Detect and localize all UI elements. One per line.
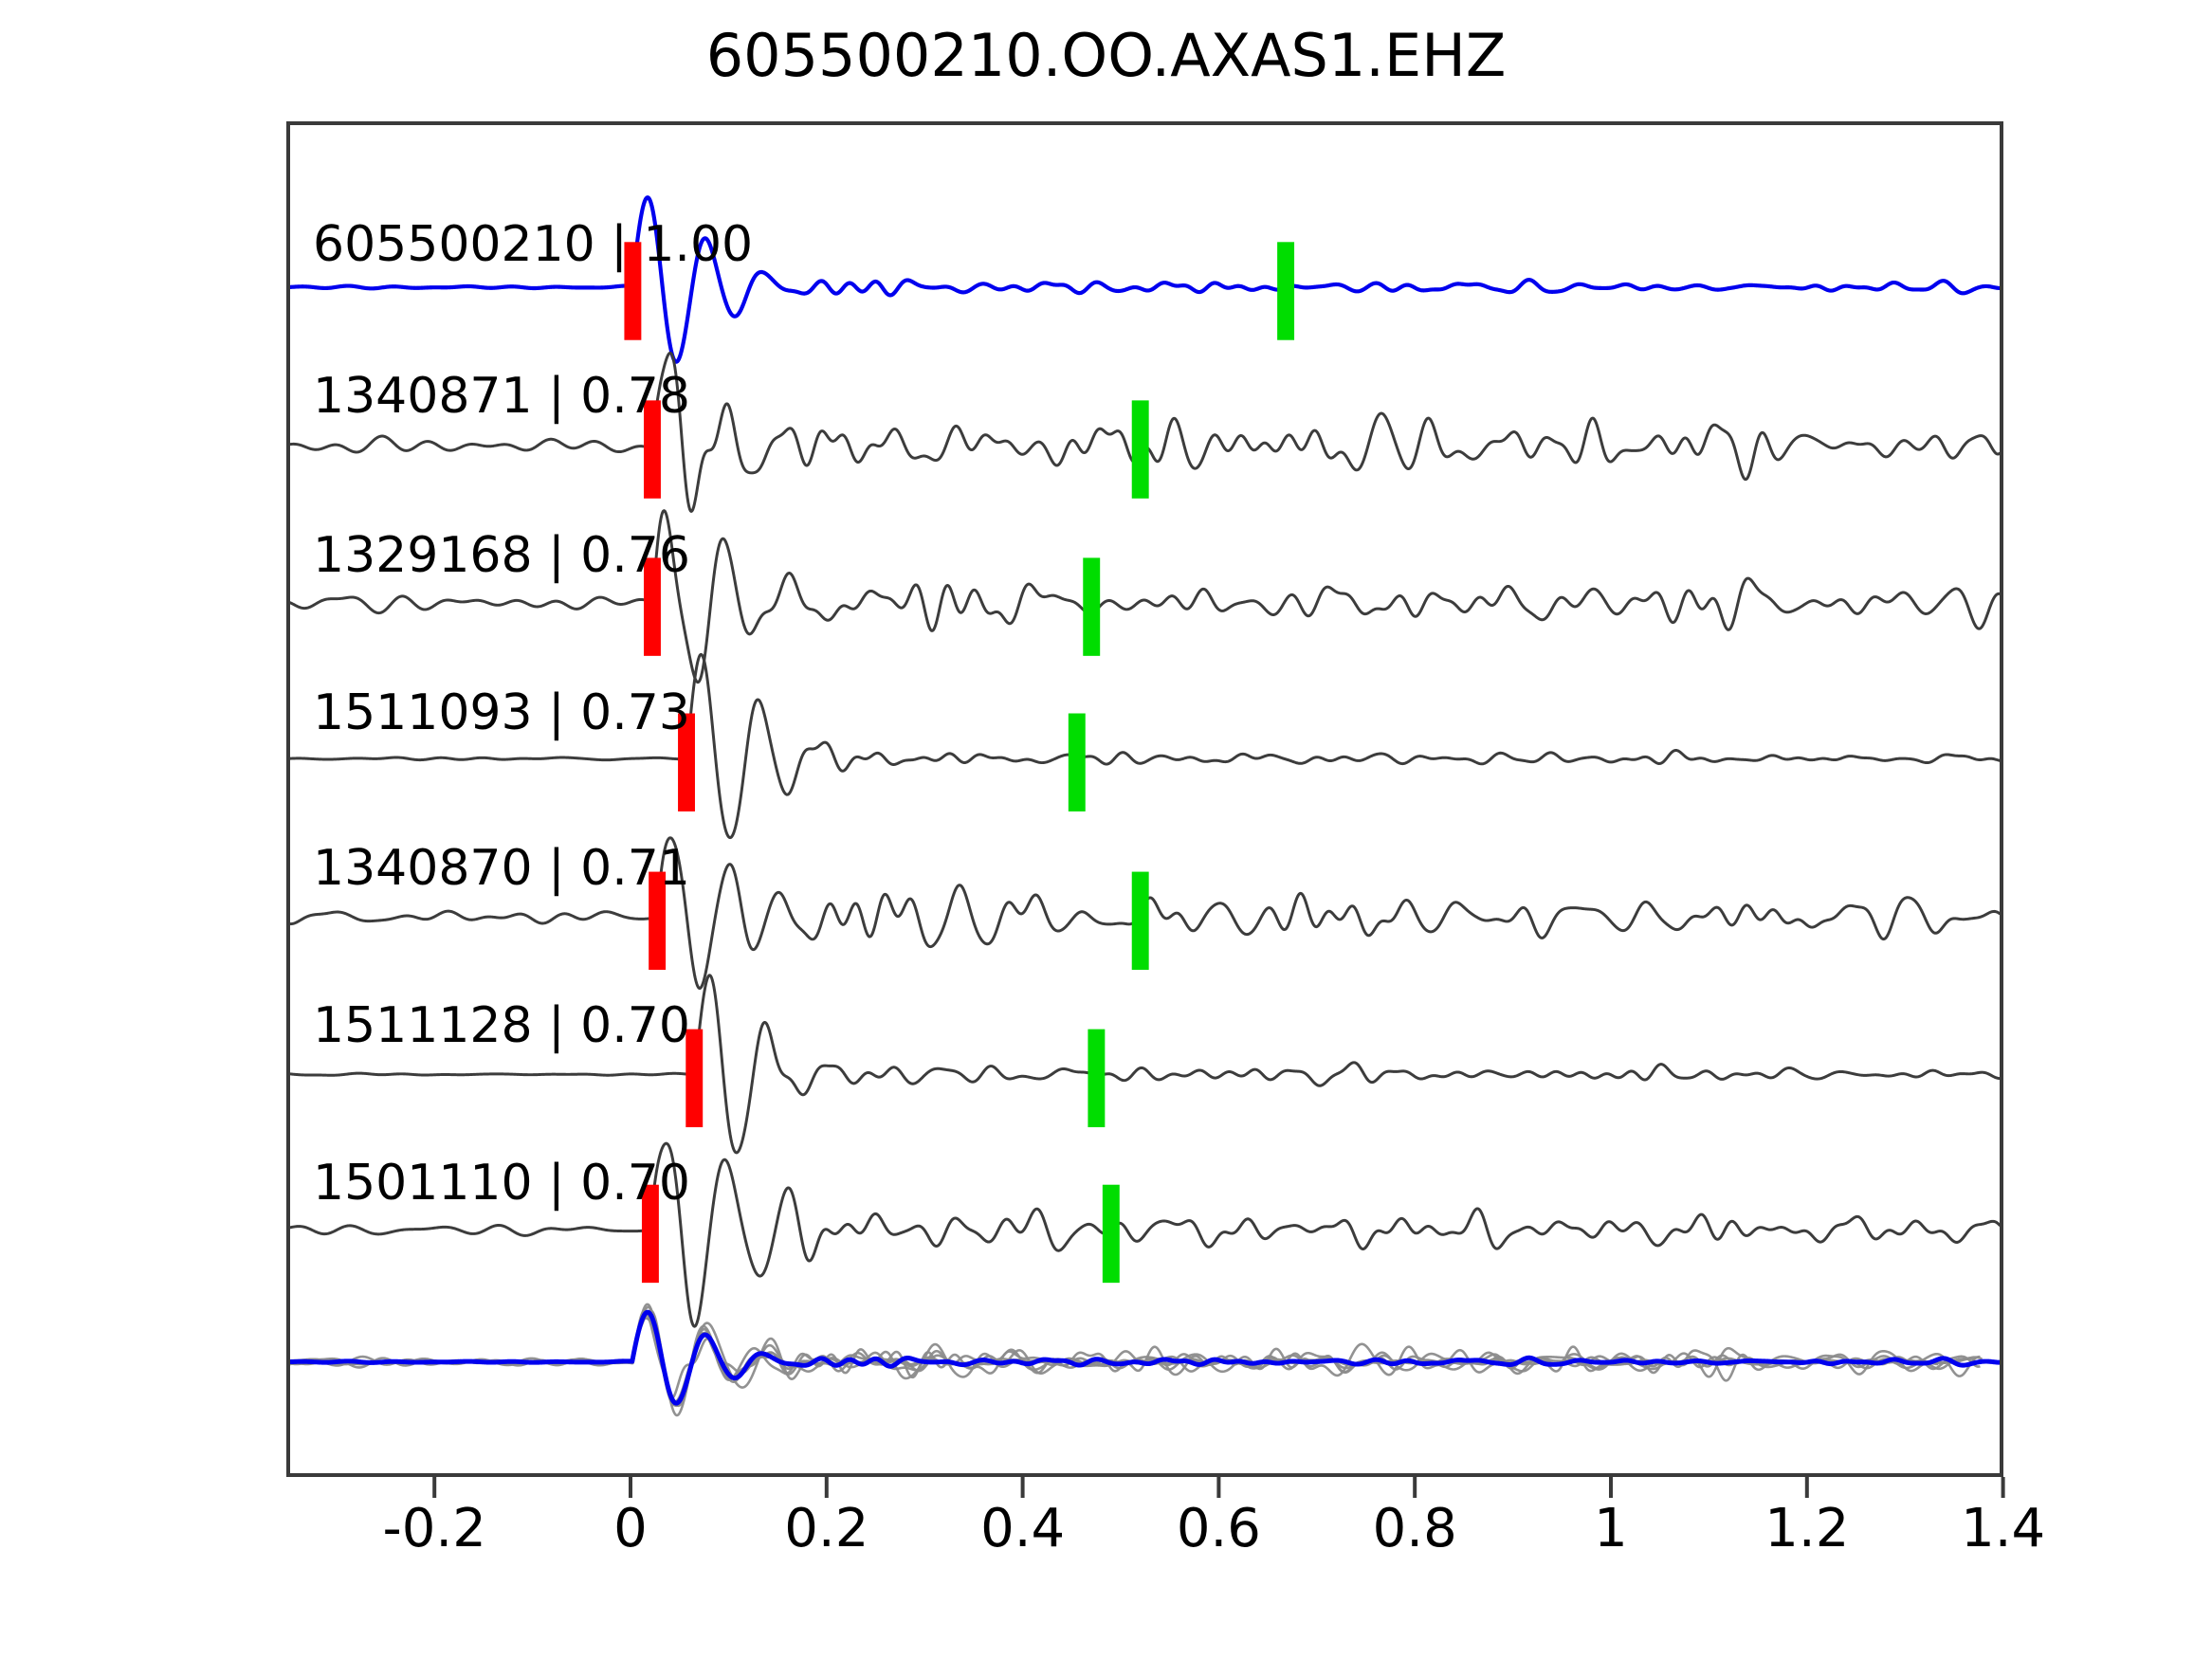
x-tick-label: 0.2 [784,1498,869,1559]
x-tick-label: 0.4 [980,1498,1066,1559]
trace-label-1511093: 1511093 | 0.73 [313,684,690,741]
pick-marker-primary-1329168 [644,557,661,656]
pick-marker-secondary-1340870 [1131,871,1149,970]
waveform-trace-1329168 [290,509,2000,684]
waveform-trace-1511093 [290,652,2000,840]
waveform-trace-1511128 [290,974,2000,1155]
stack-template-trace [290,1309,2000,1406]
trace-label-1329168: 1329168 | 0.76 [313,527,690,584]
plot-area [286,121,2003,1477]
stack-overlay-trace-1340871 [290,1309,1981,1400]
trace-label-1501110: 1501110 | 0.70 [313,1155,690,1212]
x-tick-label: 0 [613,1498,648,1559]
pick-marker-primary-605500210 [624,242,642,340]
pick-marker-secondary-1329168 [1083,557,1101,656]
pick-marker-secondary-1340871 [1131,400,1149,499]
pick-marker-secondary-1511093 [1068,713,1086,811]
waveform-trace-605500210 [290,195,2000,364]
x-tick-label: 1 [1594,1498,1628,1559]
x-tick-label: 1.2 [1764,1498,1850,1559]
pick-marker-primary-1511128 [686,1029,704,1128]
waveform-svg [290,195,2000,1417]
pick-marker-secondary-605500210 [1277,242,1295,340]
x-tick-label: 1.4 [1961,1498,2046,1559]
x-axis-tick-labels: -0.2 0 0.2 0.4 0.6 0.8 1 1.2 1.4 [0,1498,2212,1583]
x-tick-label: -0.2 [382,1498,486,1559]
pick-marker-primary-1501110 [641,1184,659,1284]
waveform-trace-1501110 [290,1141,2000,1328]
x-tick-label: 0.6 [1176,1498,1261,1559]
trace-label-1340870: 1340870 | 0.71 [313,840,690,897]
pick-marker-secondary-1511128 [1088,1029,1106,1128]
trace-label-1511128: 1511128 | 0.70 [313,997,690,1054]
pick-marker-primary-1511093 [678,713,695,811]
trace-label-605500210: 605500210 | 1.00 [313,216,754,273]
x-tick-label: 0.8 [1372,1498,1457,1559]
trace-label-1340871: 1340871 | 0.78 [313,368,690,425]
stack-overlay-trace-1511093 [290,1303,1947,1408]
page-title: 605500210.OO.AXAS1.EHZ [705,21,1507,90]
pick-marker-secondary-1501110 [1102,1184,1120,1284]
pick-marker-primary-1340870 [649,871,667,970]
pick-marker-primary-1340871 [644,400,661,499]
